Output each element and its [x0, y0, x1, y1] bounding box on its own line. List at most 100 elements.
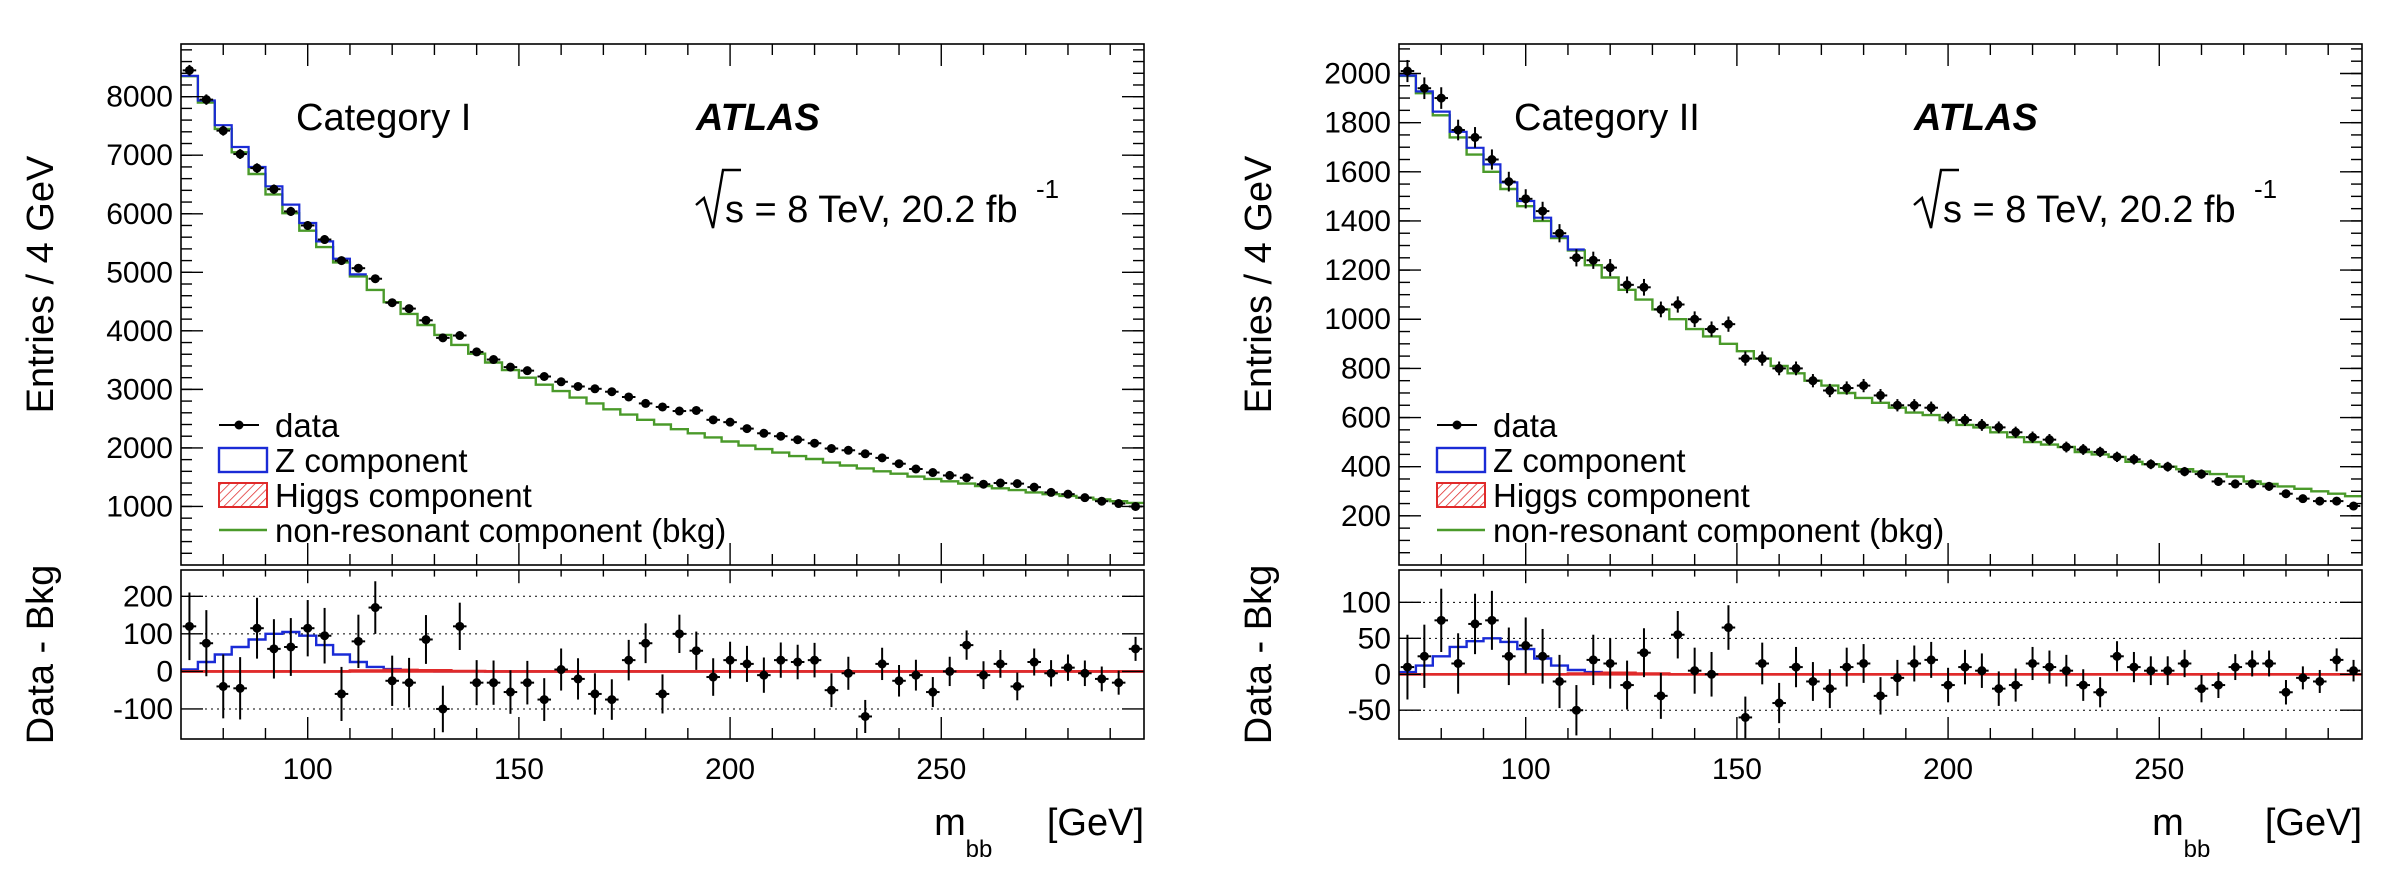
ratio-marker: [860, 711, 870, 721]
ratio-point: [2177, 649, 2192, 678]
x-axis-label: m: [2152, 802, 2184, 844]
ratio-marker: [725, 655, 735, 665]
ratio-marker: [387, 676, 397, 686]
data-marker: [556, 377, 566, 387]
data-marker: [1012, 479, 1022, 489]
ratio-marker: [1842, 662, 1852, 672]
data-marker: [252, 163, 262, 173]
ratio-point: [1569, 685, 1584, 736]
data-marker: [1605, 263, 1615, 273]
ratio-marker: [522, 678, 532, 688]
panel-1: 100 150 200 2501000200030004000500060007000…: [20, 43, 1145, 863]
data-point: [2059, 441, 2074, 453]
data-marker: [1571, 253, 1581, 263]
ratio-point: [351, 614, 366, 669]
ratio-point: [1552, 654, 1567, 709]
ratio-marker: [641, 638, 651, 648]
data-marker: [2044, 435, 2054, 445]
data-marker: [2180, 467, 2190, 477]
ratio-marker: [2061, 666, 2071, 676]
ratio-point: [2059, 654, 2074, 687]
data-point: [672, 406, 687, 416]
ratio-marker: [1571, 705, 1581, 715]
data-marker: [793, 435, 803, 445]
data-marker: [472, 347, 482, 357]
ratio-marker: [2281, 687, 2291, 697]
data-point: [368, 274, 383, 284]
data-point: [774, 431, 788, 441]
ratio-marker: [1909, 658, 1919, 668]
data-point: [824, 444, 839, 454]
ratio-marker: [979, 670, 988, 680]
ratio-point: [2194, 674, 2209, 703]
data-marker: [320, 235, 330, 245]
ratio-marker: [337, 689, 346, 699]
legend-data-marker: [1452, 420, 1462, 430]
data-marker: [1487, 155, 1497, 165]
ratio-point: [453, 602, 467, 650]
data-point: [537, 372, 551, 382]
ratio-marker: [404, 678, 414, 688]
data-marker: [505, 362, 515, 372]
ratio-marker: [1656, 691, 1666, 701]
ratio-point: [1637, 628, 1651, 678]
data-marker: [624, 392, 634, 402]
ratio-point: [1789, 646, 1803, 688]
ratio-y-axis-label: Data - Bkg: [1238, 565, 1280, 745]
data-marker: [928, 468, 938, 478]
ratio-point: [1992, 671, 2006, 706]
data-point: [638, 398, 653, 408]
ratio-marker: [590, 689, 600, 699]
data-point: [2296, 494, 2310, 504]
data-point: [486, 355, 501, 365]
data-point: [2194, 469, 2209, 479]
data-point: [2127, 454, 2141, 465]
ratio-y-tick-label: 100: [1341, 586, 1391, 619]
atlas-label: ATLAS: [1913, 97, 2038, 139]
data-point: [267, 184, 281, 194]
y-tick-label: 1400: [1324, 205, 1391, 238]
y-tick-label: 8000: [106, 81, 173, 114]
y-tick-label: 2000: [1324, 57, 1391, 90]
ratio-marker: [1046, 668, 1056, 678]
data-marker: [2247, 479, 2257, 489]
data-point: [1485, 149, 1499, 170]
data-point: [1620, 276, 1634, 294]
ratio-y-tick-label: 100: [123, 618, 173, 651]
ratio-marker: [894, 676, 904, 686]
y-tick-label: 1000: [1324, 303, 1391, 336]
ratio-point: [1095, 666, 1109, 692]
data-marker: [1080, 493, 1090, 503]
ratio-point: [1941, 667, 1955, 703]
data-point: [554, 377, 568, 387]
ratio-marker: [370, 603, 380, 613]
y-tick-label: 400: [1341, 451, 1391, 484]
ratio-marker: [1859, 658, 1869, 668]
ratio-point: [2025, 646, 2040, 681]
ratio-marker: [286, 642, 296, 652]
ratio-point: [2228, 654, 2243, 681]
data-point: [1400, 59, 1415, 83]
data-point: [1603, 259, 1617, 277]
ratio-y-tick-label: 50: [1358, 622, 1391, 655]
ratio-point: [740, 645, 754, 682]
data-point: [1654, 301, 1668, 318]
ratio-point: [368, 581, 383, 634]
ratio-marker: [1131, 644, 1141, 654]
data-point: [1468, 127, 1482, 148]
ratio-point: [875, 647, 889, 681]
data-marker: [2213, 476, 2223, 486]
data-point: [1687, 311, 1702, 328]
ratio-point: [419, 615, 433, 664]
data-marker: [2163, 462, 2173, 472]
data-marker: [539, 372, 549, 382]
ratio-point: [2144, 656, 2158, 686]
data-marker: [810, 438, 820, 448]
ratio-marker: [624, 655, 634, 665]
data-point: [351, 263, 366, 273]
data-point: [300, 220, 315, 230]
y-tick-label: 7000: [106, 139, 173, 172]
ratio-marker: [2095, 687, 2105, 697]
ratio-marker: [438, 704, 448, 714]
data-marker: [877, 453, 887, 463]
